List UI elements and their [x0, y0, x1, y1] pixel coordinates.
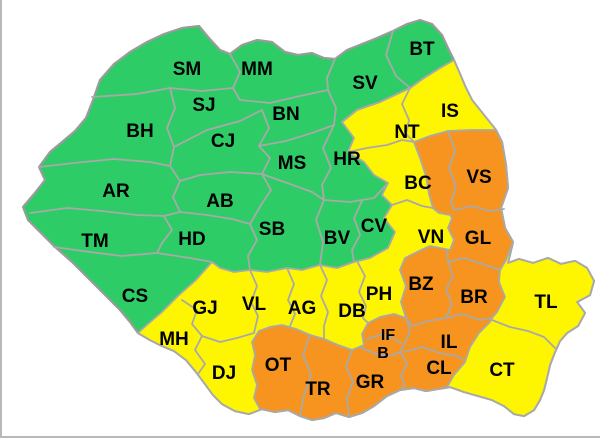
county-label-TR: TR	[305, 379, 331, 400]
county-border	[181, 299, 203, 337]
county-border	[341, 87, 411, 123]
county-border	[247, 223, 258, 271]
county-border	[399, 317, 411, 353]
county-label-SB: SB	[259, 219, 285, 240]
county-label-MM: MM	[241, 59, 273, 80]
county-label-AB: AB	[206, 191, 233, 212]
county-border	[194, 335, 206, 375]
county-border	[229, 53, 241, 101]
county-border	[447, 257, 501, 271]
county-label-CT: CT	[489, 360, 515, 381]
county-border	[163, 211, 181, 217]
county-border	[391, 199, 434, 209]
county-border	[179, 171, 263, 182]
county-label-MH: MH	[159, 329, 189, 350]
county-label-GR: GR	[356, 372, 385, 393]
county-label-AR: AR	[102, 181, 130, 202]
county-label-CL: CL	[426, 358, 452, 379]
county-label-AG: AG	[288, 298, 317, 319]
county-border	[361, 347, 401, 357]
county-label-PH: PH	[366, 284, 392, 305]
county-label-TL: TL	[534, 292, 558, 313]
county-border	[323, 182, 389, 203]
county-border	[356, 260, 369, 324]
county-border	[327, 89, 337, 126]
county-border	[445, 313, 493, 321]
county-border	[319, 264, 329, 340]
county-border	[258, 145, 271, 175]
county-border	[258, 124, 335, 147]
county-border	[166, 87, 176, 167]
county-border	[399, 351, 408, 391]
county-label-BZ: BZ	[408, 274, 434, 295]
county-label-BH: BH	[126, 121, 153, 142]
county-border	[179, 211, 251, 225]
county-border	[321, 124, 335, 201]
county-border	[347, 139, 415, 153]
county-label-SV: SV	[352, 73, 378, 94]
county-border	[446, 249, 449, 263]
county-label-IS: IS	[441, 101, 459, 122]
county-label-BN: BN	[272, 104, 299, 125]
county-border	[249, 269, 259, 334]
county-label-VN: VN	[418, 227, 444, 248]
county-border	[405, 317, 447, 327]
county-border	[38, 158, 171, 168]
county-border	[286, 267, 296, 327]
county-label-GJ: GJ	[192, 298, 217, 319]
county-label-B: B	[377, 345, 389, 362]
county-label-VL: VL	[242, 294, 267, 315]
county-label-DJ: DJ	[212, 363, 236, 384]
county-border	[345, 349, 354, 418]
county-label-CJ: CJ	[211, 131, 235, 152]
county-border	[249, 173, 272, 225]
county-label-SJ: SJ	[192, 95, 215, 116]
county-border	[173, 109, 263, 148]
county-border	[403, 346, 464, 361]
county-border	[258, 109, 270, 147]
county-label-BV: BV	[324, 228, 351, 249]
county-label-VS: VS	[466, 167, 491, 188]
orange-warning-zone	[251, 129, 514, 421]
county-label-HD: HD	[178, 229, 205, 250]
county-label-NT: NT	[394, 122, 420, 143]
county-label-MS: MS	[278, 153, 307, 174]
county-border	[326, 58, 336, 91]
county-border	[385, 30, 411, 89]
county-border	[29, 207, 165, 217]
county-label-IL: IL	[441, 332, 458, 353]
county-label-BR: BR	[460, 287, 488, 308]
county-label-IF: IF	[381, 327, 395, 344]
county-border	[201, 332, 255, 343]
county-border	[445, 261, 454, 319]
county-border	[409, 59, 455, 89]
county-border	[156, 215, 173, 254]
county-border	[366, 334, 402, 344]
county-label-SM: SM	[173, 59, 202, 80]
county-label-DB: DB	[338, 301, 365, 322]
county-label-CS: CS	[122, 286, 148, 307]
county-label-CV: CV	[361, 216, 388, 237]
county-label-HR: HR	[333, 149, 361, 170]
county-label-OT: OT	[265, 355, 292, 376]
county-border	[447, 130, 457, 211]
county-label-BC: BC	[404, 173, 432, 194]
county-border	[315, 199, 325, 266]
county-border	[239, 89, 329, 104]
county-border	[261, 173, 325, 201]
county-label-BT: BT	[409, 39, 435, 60]
county-label-TM: TM	[81, 231, 108, 252]
county-border	[401, 87, 415, 143]
county-border	[299, 334, 312, 417]
county-border	[453, 205, 505, 212]
county-border	[351, 200, 363, 263]
county-border	[53, 246, 213, 263]
county-border	[169, 165, 181, 213]
county-border	[491, 319, 556, 349]
county-label-GL: GL	[465, 228, 492, 249]
